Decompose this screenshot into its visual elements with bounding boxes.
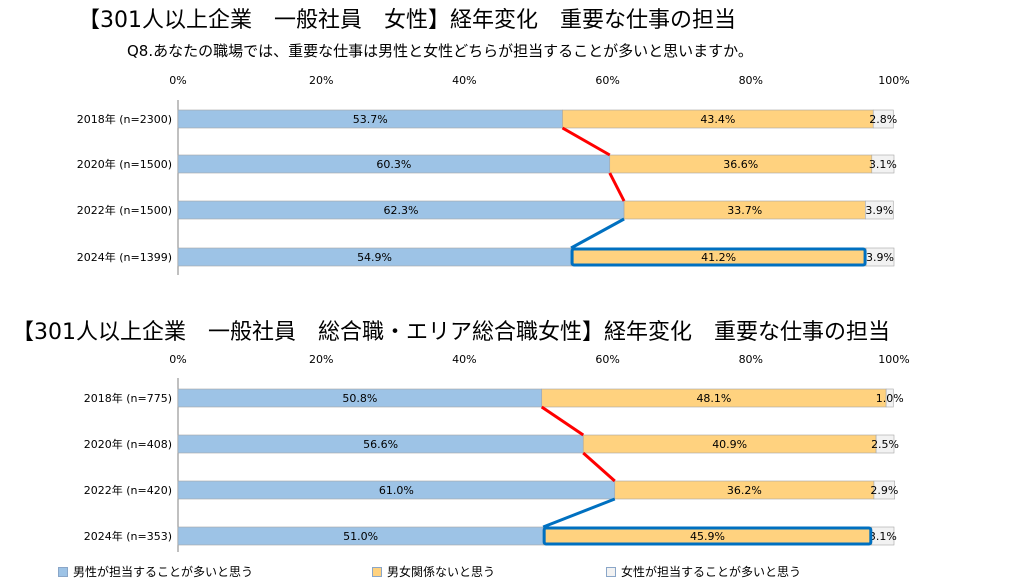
chart1-data-label: 2.8% [869, 113, 897, 126]
chart1-trend-connector [570, 217, 625, 250]
chart1-bar-segment [865, 200, 894, 220]
chart2-highlight-box [542, 526, 873, 546]
chart1-trend-connector [561, 126, 611, 157]
chart1-subtitle: Q8.あなたの職場では、重要な仕事は男性と女性どちらが担当することが多いと思いま… [127, 42, 753, 60]
chart2-category-label: 2022年 (n=420) [84, 483, 172, 497]
chart1-category-label: 2022年 (n=1500) [77, 203, 172, 217]
legend-swatch-male [58, 566, 68, 577]
chart2-category-label: 2024年 (n=353) [84, 529, 172, 543]
legend-swatch-neutral [372, 566, 382, 577]
chart2-data-label: 51.0% [343, 530, 378, 543]
chart2-data-label: 1.0% [876, 392, 904, 405]
chart2-trend-connector [542, 497, 616, 529]
chart1-data-label: 36.6% [723, 158, 758, 171]
chart1-trend-connector [608, 172, 626, 202]
chart1-data-label: 54.9% [357, 251, 392, 264]
chart1-category-label: 2018年 (n=2300) [77, 112, 172, 126]
chart1-title: 【301人以上企業 一般社員 女性】経年変化 重要な仕事の担当 [78, 8, 736, 33]
chart2-tick-label: 80% [739, 353, 763, 366]
chart2-tick-label: 0% [169, 353, 186, 366]
chart2-category-label: 2018年 (n=775) [84, 391, 172, 405]
chart1-data-label: 3.1% [869, 158, 897, 171]
chart2-data-label: 2.9% [870, 484, 898, 497]
chart2-tick-label: 40% [452, 353, 476, 366]
chart2-data-label: 36.2% [727, 484, 762, 497]
chart1-bar-segment [871, 154, 895, 174]
chart2-data-label: 50.8% [342, 392, 377, 405]
chart1-tick-label: 20% [309, 74, 333, 87]
legend-neutral: 男女関係ないと思う [372, 563, 495, 580]
chart2-bar-segment [885, 388, 894, 408]
legend-label-female: 女性が担当することが多いと思う [621, 565, 802, 579]
chart1-data-label: 43.4% [700, 113, 735, 126]
chart2-data-label: 48.1% [696, 392, 731, 405]
chart2-trend-connector [540, 405, 585, 437]
chart1-tick-label: 80% [739, 74, 763, 87]
legend-label-male: 男性が担当することが多いと思う [73, 565, 254, 579]
chart2-trend-connector [582, 451, 616, 483]
chart2-tick-label: 20% [309, 353, 333, 366]
chart1-tick-label: 0% [169, 74, 186, 87]
chart2-data-label: 3.1% [869, 530, 897, 543]
chart2-data-label: 40.9% [712, 438, 747, 451]
chart1-data-label: 41.2% [701, 251, 736, 264]
chart2-data-label: 61.0% [379, 484, 414, 497]
chart1-bar-segment [872, 109, 894, 129]
chart1-data-label: 33.7% [727, 204, 762, 217]
legend-label-neutral: 男女関係ないと思う [387, 565, 496, 579]
legend-male: 男性が担当することが多いと思う [58, 563, 253, 580]
chart2-tick-label: 100% [878, 353, 909, 366]
chart1-category-label: 2024年 (n=1399) [77, 250, 172, 264]
chart2-bar-segment [875, 434, 895, 454]
chart1-highlight-box [570, 247, 867, 267]
chart1-data-label: 3.9% [866, 251, 894, 264]
chart1-data-label: 62.3% [384, 204, 419, 217]
chart1-data-label: 53.7% [353, 113, 388, 126]
chart1-tick-label: 100% [878, 74, 909, 87]
chart2-bar-segment [873, 480, 896, 500]
chart1-category-label: 2020年 (n=1500) [77, 157, 172, 171]
chart1-data-label: 60.3% [376, 158, 411, 171]
chart1-tick-label: 60% [595, 74, 619, 87]
chart2-data-label: 56.6% [363, 438, 398, 451]
chart2-category-label: 2020年 (n=408) [84, 437, 172, 451]
chart1-data-label: 3.9% [865, 204, 893, 217]
legend-swatch-female [606, 566, 616, 577]
legend-female: 女性が担当することが多いと思う [606, 563, 801, 580]
chart2-data-label: 45.9% [690, 530, 725, 543]
chart2-data-label: 2.5% [871, 438, 899, 451]
chart1-tick-label: 40% [452, 74, 476, 87]
chart2-tick-label: 60% [595, 353, 619, 366]
chart2-title: 【301人以上企業 一般社員 総合職・エリア総合職女性】経年変化 重要な仕事の担… [12, 320, 890, 345]
